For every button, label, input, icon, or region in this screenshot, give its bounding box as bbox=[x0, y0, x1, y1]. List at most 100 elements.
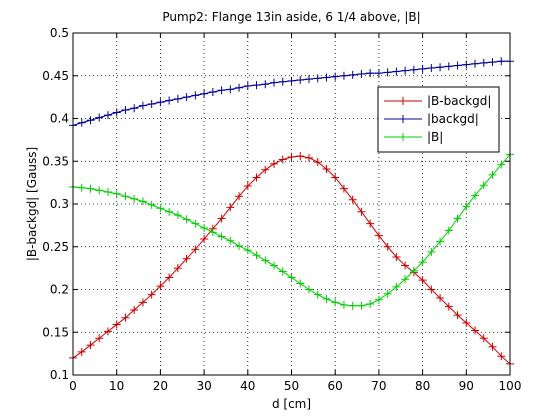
data-point bbox=[287, 273, 296, 282]
data-point bbox=[322, 73, 331, 82]
data-point bbox=[191, 91, 200, 100]
data-point bbox=[304, 285, 313, 294]
data-point bbox=[261, 256, 270, 265]
data-point bbox=[366, 69, 375, 78]
data-point bbox=[322, 164, 331, 173]
data-point bbox=[296, 76, 305, 85]
data-point bbox=[121, 192, 130, 201]
data-point bbox=[409, 266, 418, 275]
data-point bbox=[138, 298, 147, 307]
data-point bbox=[173, 94, 182, 103]
data-point bbox=[112, 189, 121, 198]
data-point bbox=[121, 105, 130, 114]
data-point bbox=[313, 290, 322, 299]
data-point bbox=[374, 295, 383, 304]
data-point bbox=[130, 194, 139, 203]
data-point bbox=[313, 74, 322, 83]
data-point bbox=[427, 64, 436, 73]
data-point bbox=[304, 75, 313, 84]
data-point bbox=[226, 203, 235, 212]
series-0 bbox=[69, 152, 514, 368]
data-point bbox=[235, 241, 244, 250]
x-tick-label: 10 bbox=[109, 379, 124, 393]
data-point bbox=[296, 279, 305, 288]
data-point bbox=[339, 300, 348, 309]
data-point bbox=[331, 298, 340, 307]
data-point bbox=[77, 183, 86, 192]
data-point bbox=[208, 87, 217, 96]
data-point bbox=[270, 261, 279, 270]
x-tick-label: 90 bbox=[459, 379, 474, 393]
data-point bbox=[392, 282, 401, 291]
x-tick-label: 70 bbox=[371, 379, 386, 393]
data-point bbox=[488, 342, 497, 351]
legend-marker bbox=[399, 97, 407, 105]
legend-item: |backgd| bbox=[384, 112, 479, 126]
data-point bbox=[366, 300, 375, 309]
data-point bbox=[200, 235, 209, 244]
series-layer bbox=[69, 57, 514, 368]
data-point bbox=[191, 219, 200, 228]
data-point bbox=[200, 223, 209, 232]
legend-item: |B| bbox=[384, 130, 443, 144]
data-point bbox=[278, 267, 287, 276]
x-tick-label: 50 bbox=[284, 379, 299, 393]
data-point bbox=[156, 98, 165, 107]
data-point bbox=[497, 57, 506, 66]
data-point bbox=[138, 197, 147, 206]
x-tick-label: 30 bbox=[196, 379, 211, 393]
data-point bbox=[103, 111, 112, 120]
data-point bbox=[252, 173, 261, 182]
y-tick-label: 0.4 bbox=[50, 112, 69, 126]
y-tick-label: 0.35 bbox=[42, 154, 69, 168]
data-point bbox=[138, 101, 147, 110]
data-point bbox=[226, 236, 235, 245]
data-point bbox=[497, 352, 506, 361]
data-point bbox=[383, 68, 392, 77]
legend: |B-backgd| |backgd| |B| bbox=[377, 86, 500, 153]
data-point bbox=[479, 334, 488, 343]
data-point bbox=[462, 60, 471, 69]
data-point bbox=[348, 70, 357, 79]
data-point bbox=[401, 275, 410, 284]
data-point bbox=[208, 228, 217, 237]
data-point bbox=[86, 184, 95, 193]
data-point bbox=[401, 261, 410, 270]
data-point bbox=[270, 159, 279, 168]
data-point bbox=[348, 195, 357, 204]
data-point bbox=[296, 152, 305, 161]
data-point bbox=[182, 93, 191, 102]
data-point bbox=[243, 182, 252, 191]
data-point bbox=[392, 253, 401, 262]
series-2 bbox=[69, 150, 514, 310]
data-point bbox=[471, 326, 480, 335]
data-point bbox=[339, 71, 348, 80]
data-point bbox=[479, 58, 488, 67]
data-point bbox=[156, 204, 165, 213]
data-point bbox=[462, 318, 471, 327]
data-point bbox=[77, 347, 86, 356]
x-axis-label: d [cm] bbox=[272, 397, 311, 411]
data-point bbox=[121, 313, 130, 322]
data-point bbox=[357, 70, 366, 79]
x-tick-label: 0 bbox=[69, 379, 77, 393]
data-point bbox=[401, 66, 410, 75]
data-point bbox=[112, 108, 121, 117]
data-point bbox=[444, 226, 453, 235]
data-point bbox=[436, 294, 445, 303]
data-point bbox=[357, 301, 366, 310]
x-tick-label: 80 bbox=[415, 379, 430, 393]
x-tick-label: 100 bbox=[499, 379, 522, 393]
legend-label: |backgd| bbox=[427, 112, 479, 126]
data-point bbox=[226, 85, 235, 94]
x-tick-label: 60 bbox=[328, 379, 343, 393]
data-point bbox=[392, 67, 401, 76]
data-point bbox=[418, 276, 427, 285]
data-point bbox=[287, 76, 296, 85]
data-point bbox=[103, 327, 112, 336]
data-point bbox=[453, 214, 462, 223]
data-point bbox=[243, 246, 252, 255]
data-point bbox=[165, 96, 174, 105]
y-tick-label: 0.25 bbox=[42, 240, 69, 254]
